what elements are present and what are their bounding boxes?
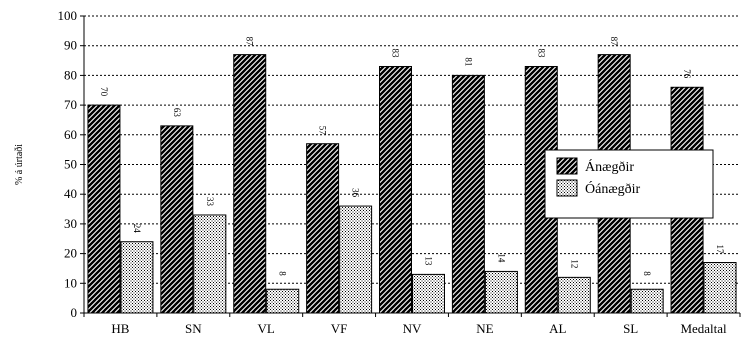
y-tick-label: 40 (64, 186, 77, 201)
bar-anaegdir (160, 125, 194, 314)
bar-oanaegdir (266, 288, 300, 314)
x-tick-label: VL (258, 321, 275, 336)
x-tick-label: HB (111, 321, 129, 336)
data-label: 12 (569, 259, 579, 268)
legend: Ánægðir Óánægðir (544, 149, 714, 219)
axes: 0 10 20 30 40 50 60 70 80 90 100 HB SN VL VF NV NE AL SL Me… (14, 8, 741, 336)
data-label: 81 (463, 57, 473, 66)
y-tick-label: 0 (71, 305, 78, 320)
data-label: 8 (642, 271, 652, 276)
bar-anaegdir (451, 74, 485, 314)
legend-swatch (556, 179, 578, 197)
data-label: 57 (318, 126, 328, 135)
y-tick-label: 50 (64, 157, 77, 172)
data-label: 70 (99, 87, 109, 97)
bar-oanaegdir (193, 214, 227, 314)
legend-label: Óánægðir (585, 180, 641, 197)
data-label: 14 (496, 253, 506, 262)
bar-oanaegdir (412, 273, 445, 314)
data-label: 63 (172, 108, 182, 118)
bar-oanaegdir (120, 241, 154, 314)
y-tick-label: 90 (64, 38, 77, 53)
y-tick-label: 80 (64, 67, 77, 82)
data-label: 8 (278, 271, 288, 276)
x-tick-label: VF (331, 321, 348, 336)
legend-swatch (556, 157, 578, 175)
data-label: 36 (351, 188, 361, 198)
data-label: 24 (132, 224, 142, 234)
bar-oanaegdir (339, 205, 373, 314)
data-label: 33 (205, 197, 215, 207)
y-tick-label: 100 (58, 8, 78, 23)
data-label: 83 (391, 48, 401, 58)
y-axis-label: % á úrtaði (14, 144, 25, 185)
data-label: 76 (682, 69, 692, 79)
y-tick-label: 10 (64, 275, 77, 290)
labels: 70 24 63 33 87 8 57 36 83 13 81 14 83 12 87 8 76 17 (99, 37, 725, 277)
x-tick-label: AL (549, 321, 566, 336)
x-tick-label: SN (185, 321, 202, 336)
data-label: 83 (536, 48, 546, 58)
data-label: 17 (715, 245, 725, 255)
data-label: 13 (424, 256, 434, 266)
y-tick-label: 20 (64, 246, 77, 261)
x-tick-label: NE (476, 321, 493, 336)
bar-oanaegdir (703, 262, 737, 314)
x-tick-label: SL (623, 321, 638, 336)
legend-label: Ánægðir (585, 158, 634, 175)
data-label: 87 (245, 37, 255, 47)
bar-oanaegdir (557, 276, 591, 314)
bar-oanaegdir (484, 270, 518, 314)
data-label: 87 (609, 37, 619, 47)
x-tick-label: Medaltal (680, 321, 727, 336)
y-tick-label: 30 (64, 216, 77, 231)
y-tick-label: 60 (64, 127, 77, 142)
bar-anaegdir (379, 65, 412, 314)
x-tick-label: NV (403, 321, 422, 336)
y-tick-label: 70 (64, 97, 77, 112)
bar-anaegdir (306, 143, 340, 314)
bar-anaegdir (87, 104, 121, 314)
bar-oanaegdir (630, 288, 664, 314)
bar-anaegdir (233, 54, 267, 314)
